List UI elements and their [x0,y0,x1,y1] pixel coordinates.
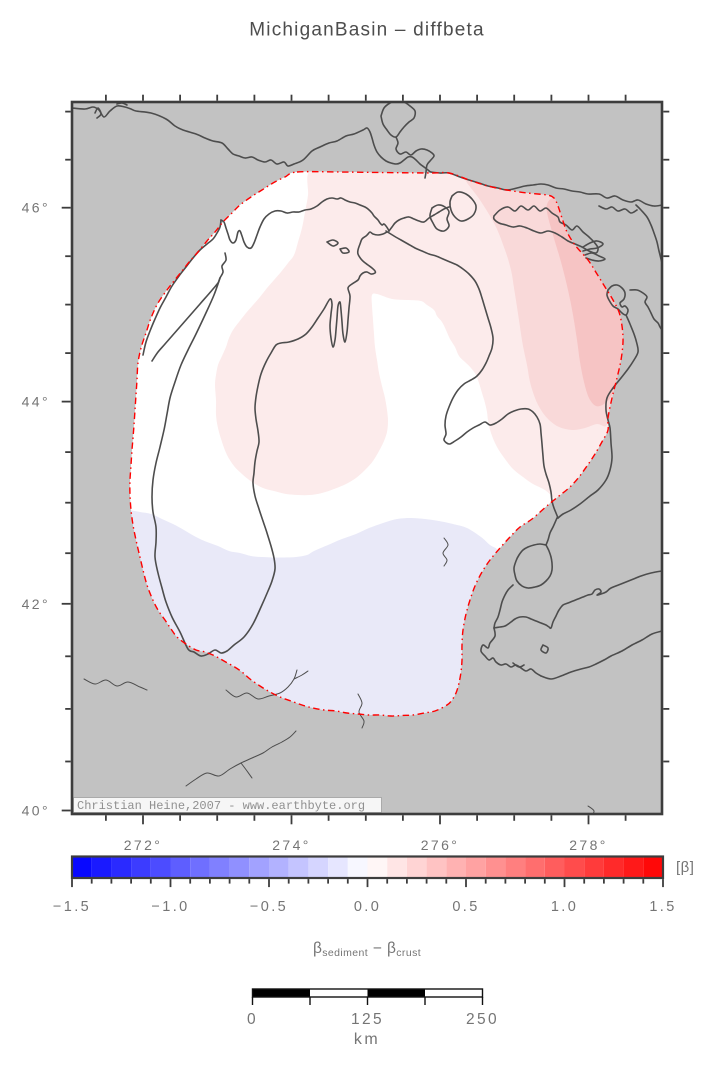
svg-text:274°: 274° [272,837,311,853]
svg-text:0.5: 0.5 [452,899,479,915]
svg-text:[β]: [β] [676,859,694,876]
svg-text:1.5: 1.5 [649,899,676,915]
svg-text:278°: 278° [569,837,608,853]
svg-text:0: 0 [247,1011,258,1028]
svg-text:125: 125 [351,1011,384,1028]
svg-text:40°: 40° [22,803,50,819]
svg-text:1.0: 1.0 [551,899,578,915]
svg-text:km: km [354,1031,380,1048]
svg-text:272°: 272° [124,837,163,853]
svg-text:44°: 44° [22,394,50,410]
svg-text:276°: 276° [421,837,460,853]
svg-text:Christian Heine,2007 - www.ear: Christian Heine,2007 - www.earthbyte.org [77,799,365,813]
svg-text:−1.5: −1.5 [53,899,91,915]
svg-text:46°: 46° [22,200,50,216]
svg-text:42°: 42° [22,596,50,612]
svg-text:−1.0: −1.0 [151,899,189,915]
svg-text:0.0: 0.0 [354,899,381,915]
svg-text:−0.5: −0.5 [250,899,288,915]
svg-text:250: 250 [466,1011,499,1028]
svg-text:MichiganBasin – diffbeta: MichiganBasin – diffbeta [249,20,484,41]
